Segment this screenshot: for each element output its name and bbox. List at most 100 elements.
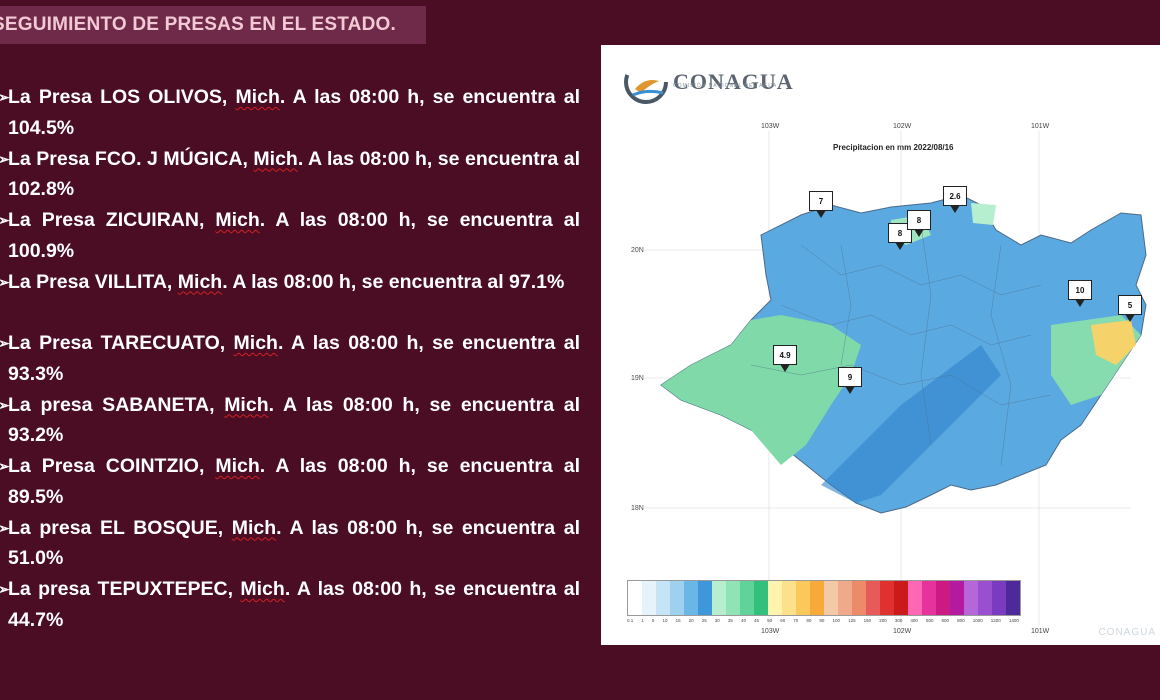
rainfall-marker: 7 — [809, 191, 833, 218]
state-abbrev: Mich — [253, 147, 298, 170]
dam-name: La Presa LOS OLIVOS, — [8, 86, 236, 108]
dam-level-text: . A las 08:00 h, se encuentra al 51.0% — [8, 516, 580, 570]
lat-label: 20N — [631, 247, 644, 254]
dam-list-item: ➢ La presa SABANETA, Mich. A las 08:00 h,… — [0, 390, 580, 451]
legend-tick-label: 1 — [641, 618, 644, 623]
marker-pointer-icon — [1125, 314, 1135, 322]
dam-level-text: . A las 08:00 h, se encuentra al 97.1% — [222, 270, 565, 293]
lon-label: 103W — [761, 123, 780, 130]
marker-pointer-icon — [780, 364, 790, 372]
legend-swatch — [642, 581, 656, 615]
dam-name: La presa TEPUXTEPEC, — [8, 578, 241, 600]
legend-tick-label: 10 — [662, 618, 668, 623]
legend-tick-label: 1000 — [972, 618, 983, 623]
legend-swatch — [684, 581, 698, 615]
legend-tick-label: 500 — [925, 618, 934, 623]
dam-level-text: . A las 08:00 h, se encuentra al 104.5% — [8, 86, 580, 139]
legend-swatch — [964, 581, 978, 615]
dam-level-text: . A las 08:00 h, se encuentra al 44.7% — [8, 578, 580, 631]
legend-swatch — [768, 581, 782, 615]
legend-swatch — [810, 581, 824, 615]
dam-name: La Presa TARECUATO, — [8, 332, 234, 354]
arrow-bullet-icon: ➢ — [0, 335, 10, 351]
legend-swatch — [712, 581, 726, 615]
marker-pointer-icon — [895, 242, 905, 250]
precipitation-legend — [627, 580, 1021, 616]
lon-label: 101W — [1031, 123, 1050, 130]
dam-list-item: ➢ La Presa TARECUATO, Mich. A las 08:00 … — [0, 328, 580, 389]
marker-pointer-icon — [816, 210, 826, 218]
legend-tick-label: 90 — [819, 618, 825, 623]
dam-name: La presa SABANETA, — [8, 393, 225, 416]
rainfall-marker-value: 8 — [916, 215, 922, 225]
rainfall-marker: 10 — [1068, 280, 1092, 307]
dam-name: La Presa COINTZIO, — [8, 455, 216, 477]
rainfall-marker-value: 9 — [847, 372, 853, 382]
legend-tick-label: 15 — [675, 618, 681, 623]
dam-list-item: ➢ La Presa COINTZIO, Mich. A las 08:00 h,… — [0, 451, 580, 512]
rainfall-marker: 5 — [1118, 295, 1142, 322]
title-banner: SEGUIMIENTO DE PRESAS EN EL ESTADO. — [0, 6, 426, 44]
rainfall-marker-value: 4.9 — [779, 350, 791, 360]
legend-tick-label: 100 — [832, 618, 841, 623]
arrow-bullet-icon: ➢ — [0, 212, 10, 228]
arrow-bullet-icon: ➢ — [0, 458, 10, 474]
conagua-emblem-icon — [624, 60, 668, 104]
east-yellow-region — [1091, 320, 1136, 365]
state-abbrev: Mich — [240, 578, 285, 600]
conagua-watermark: CONAGUA — [1098, 627, 1156, 638]
legend-swatch — [670, 581, 684, 615]
legend-swatch — [992, 581, 1006, 615]
rainfall-marker: 9 — [838, 367, 862, 394]
dam-name: La Presa VILLITA, — [8, 270, 178, 293]
legend-swatch — [740, 581, 754, 615]
dam-status-list: ➢ La Presa LOS OLIVOS, Mich. A las 08:00… — [0, 82, 580, 636]
north-green-patch — [971, 203, 996, 225]
legend-tick-label: 60 — [780, 618, 786, 623]
rainfall-marker-value: 7 — [818, 196, 824, 206]
legend-swatch — [656, 581, 670, 615]
rainfall-marker-value: 10 — [1075, 285, 1085, 295]
legend-tick-label: 0.1 — [627, 618, 634, 623]
legend-tick-label: 400 — [910, 618, 918, 623]
legend-tick-label: 20 — [688, 618, 694, 623]
dam-list-item: ➢ La presa EL BOSQUE, Mich. A las 08:00 h… — [0, 513, 580, 574]
arrow-bullet-icon: ➢ — [0, 273, 10, 290]
marker-pointer-icon — [950, 205, 960, 213]
legend-tick-label: 35 — [727, 618, 733, 623]
rainfall-marker: 8 — [907, 210, 931, 237]
michoacan-precipitation-map — [631, 131, 1147, 625]
legend-swatch — [950, 581, 964, 615]
legend-swatch — [866, 581, 880, 615]
state-abbrev: Mich — [224, 393, 269, 416]
legend-tick-label: 5 — [651, 618, 655, 623]
legend-ticks: 0.1 1 5 10 15 20 25 30 35 40 45 50 60 70 80 90 100 125 150… — [627, 618, 1019, 623]
map-title: Precipitacion en mm 2022/08/16 — [833, 143, 954, 152]
rainfall-marker: 2.6 — [943, 186, 967, 213]
state-abbrev: Mich — [233, 332, 278, 354]
legend-tick-label: 200 — [879, 618, 887, 623]
logo-text: CONAGUA — [673, 69, 794, 94]
lon-label-bottom: 102W — [893, 628, 912, 635]
dam-level-text: . A las 08:00 h, se encuentra al 93.2% — [8, 393, 580, 447]
legend-tick-label: 1400 — [1008, 618, 1019, 623]
legend-swatch — [978, 581, 992, 615]
dam-level-text: . A las 08:00 h, se encuentra al 102.8% — [8, 147, 580, 201]
page-title: SEGUIMIENTO DE PRESAS EN EL ESTADO. — [0, 14, 396, 35]
arrow-bullet-icon: ➢ — [0, 396, 10, 413]
legend-swatch — [838, 581, 852, 615]
dam-name: La presa EL BOSQUE, — [8, 516, 232, 539]
state-abbrev: Mich — [215, 455, 260, 477]
legend-tick-label: 50 — [767, 618, 773, 623]
dam-list-item: ➢ La Presa LOS OLIVOS, Mich. A las 08:00… — [0, 82, 580, 143]
marker-pointer-icon — [1075, 299, 1085, 307]
legend-tick-label: 1200 — [990, 618, 1001, 623]
state-abbrev: Mich — [231, 516, 277, 539]
legend-swatch — [726, 581, 740, 615]
dam-level-text: . A las 08:00 h, se encuentra al 100.9% — [8, 209, 580, 262]
arrow-bullet-icon: ➢ — [0, 581, 10, 597]
legend-tick-label: 80 — [806, 618, 812, 623]
dam-level-text: . A las 08:00 h, se encuentra al 93.3% — [8, 332, 580, 385]
municipal-borders — [750, 224, 1052, 466]
central-darkblue-band — [821, 345, 1001, 503]
